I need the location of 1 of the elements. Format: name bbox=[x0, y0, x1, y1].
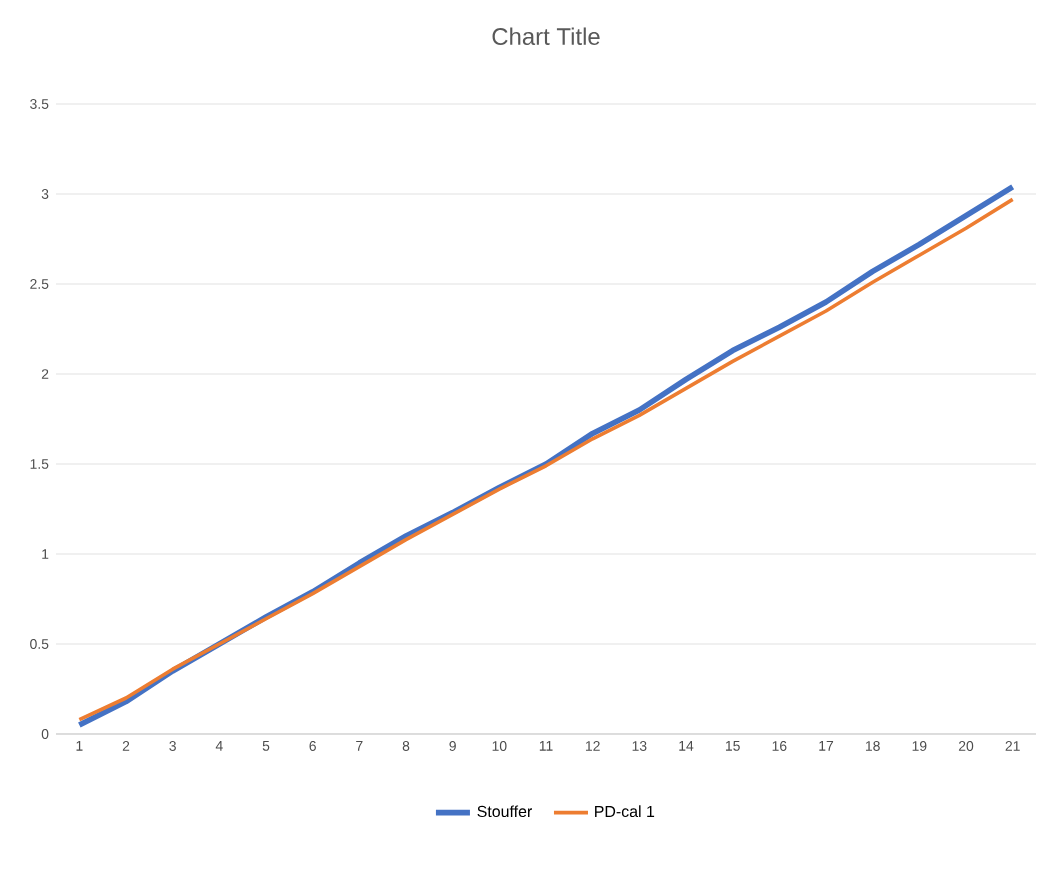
chart-title: Chart Title bbox=[492, 27, 600, 45]
